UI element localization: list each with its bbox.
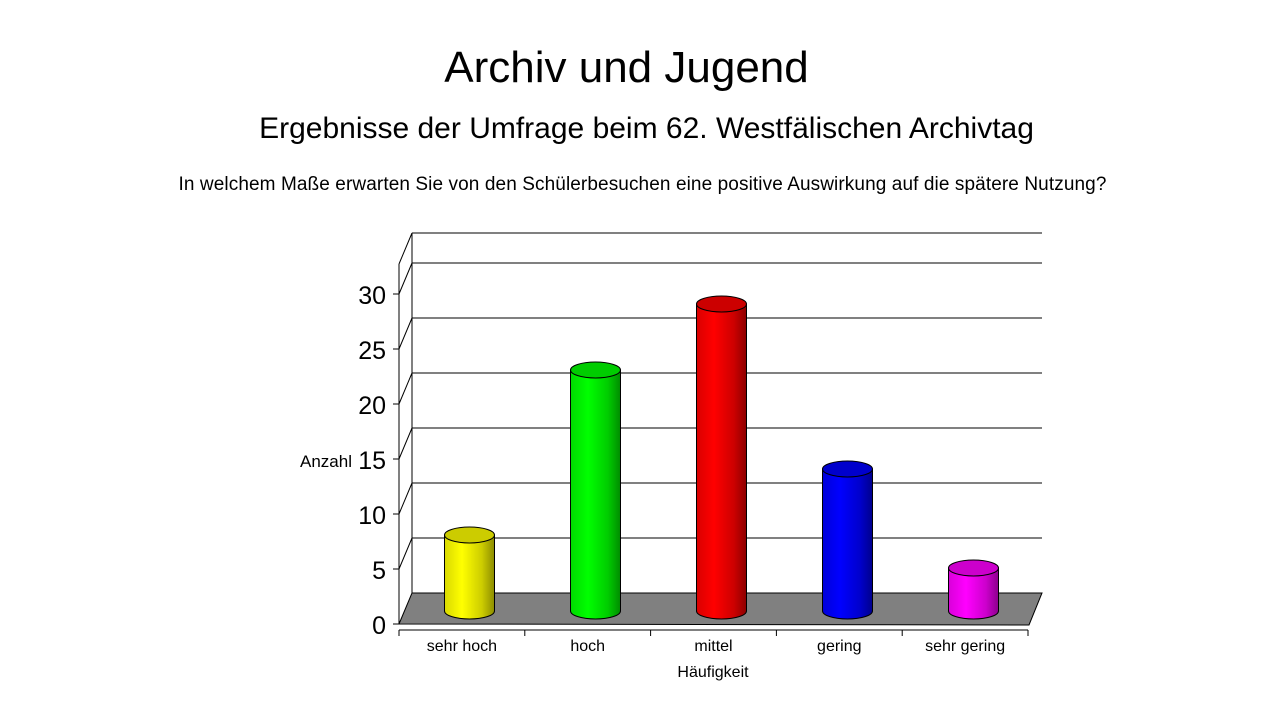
y-tick-label: 5 [372, 557, 386, 585]
bar-top [948, 559, 999, 577]
y-axis-ticks: 0 5 10 15 20 25 30 [358, 282, 399, 640]
bar-body [696, 303, 747, 620]
y-tick-label: 15 [358, 447, 386, 475]
x-tick-label: hoch [570, 638, 605, 655]
gridline-diagonal [398, 262, 413, 295]
bar-body [822, 468, 873, 620]
side-wall-top [398, 232, 413, 265]
bar-top [822, 460, 873, 478]
gridline-diagonal [398, 537, 413, 570]
x-tick-label: mittel [694, 638, 732, 655]
slide-title: Archiv und Jugend [444, 43, 809, 92]
bar-top [696, 295, 747, 313]
gridline-diagonal [398, 482, 413, 515]
x-axis-label: Häufigkeit [677, 664, 749, 681]
bar-top [444, 526, 495, 544]
y-tick-label: 20 [358, 392, 386, 420]
bar-body [948, 567, 999, 620]
bar-gering [822, 460, 873, 620]
gridline-diagonal [398, 427, 413, 460]
survey-question: In welchem Maße erwarten Sie von den Sch… [178, 174, 1107, 195]
x-tick-label: gering [817, 638, 861, 655]
chart-bars [444, 295, 999, 620]
y-tick-label: 25 [358, 337, 386, 365]
y-tick-label: 10 [358, 502, 386, 530]
x-tick-label: sehr gering [925, 638, 1005, 655]
slide-subtitle: Ergebnisse der Umfrage beim 62. Westfäli… [259, 112, 1034, 145]
y-tick-label: 0 [372, 612, 386, 640]
bar-body [570, 369, 621, 620]
gridline-diagonal [398, 372, 413, 405]
x-tick-label: sehr hoch [427, 638, 497, 655]
bar-body [444, 534, 495, 620]
gridline-diagonal [398, 317, 413, 350]
y-tick-label: 30 [358, 282, 386, 310]
x-axis-ticks: sehr hoch hoch mittel gering sehr gering [398, 629, 1029, 655]
y-axis-label: Anzahl [300, 452, 352, 471]
bar-top [570, 361, 621, 379]
bar-hoch [570, 361, 621, 620]
bar-sehr-hoch [444, 526, 495, 620]
bar-mittel [696, 295, 747, 620]
bar-sehr-gering [948, 559, 999, 620]
